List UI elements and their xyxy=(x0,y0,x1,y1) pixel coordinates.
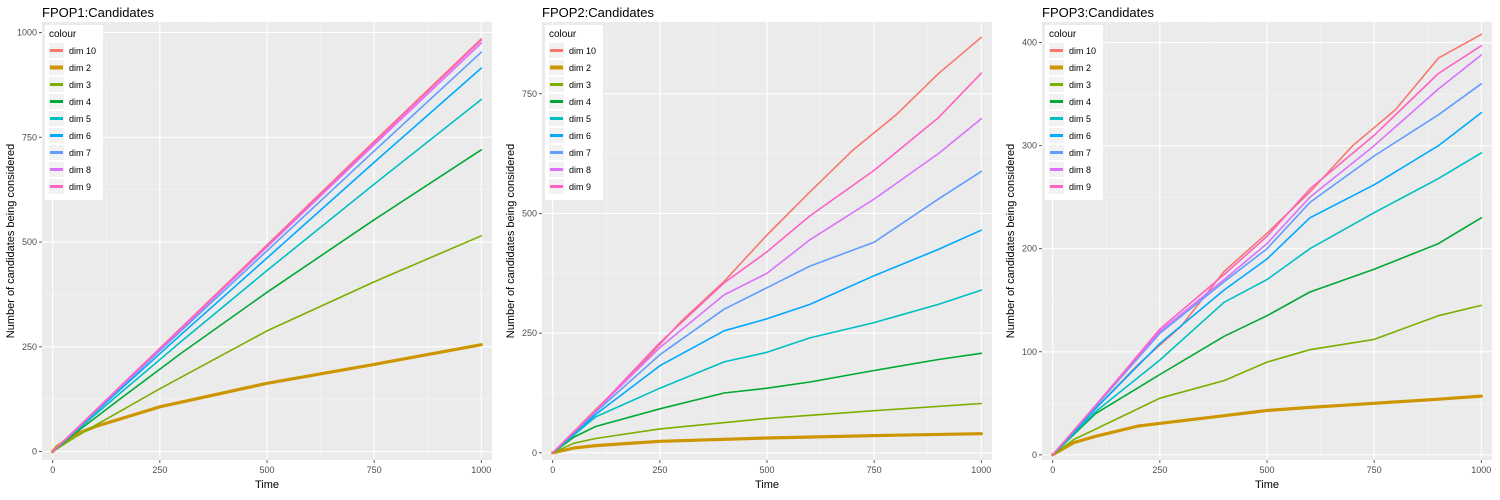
legend-label: dim 7 xyxy=(69,148,91,158)
series-line-dim-2 xyxy=(1051,394,1483,457)
legend-label: dim 8 xyxy=(569,165,591,175)
x-tick-label: 1000 xyxy=(971,465,991,475)
series-line-dim-2 xyxy=(551,432,983,455)
y-tick-label: 0 xyxy=(32,447,37,457)
legend-label: dim 9 xyxy=(569,182,591,192)
legend-label: dim 10 xyxy=(569,46,596,56)
legend-label: dim 5 xyxy=(1069,114,1091,124)
y-tick-label: 250 xyxy=(522,328,537,338)
y-tick-label: 0 xyxy=(532,448,537,458)
series-line-dim-3 xyxy=(1051,304,1483,456)
series-line-dim-7 xyxy=(551,170,983,454)
legend-label: dim 4 xyxy=(569,97,591,107)
legend-label: dim 6 xyxy=(569,131,591,141)
x-tick-label: 250 xyxy=(1152,465,1167,475)
legend-label: dim 8 xyxy=(1069,165,1091,175)
legend-title: colour xyxy=(49,29,77,40)
x-axis-title: Time xyxy=(1255,479,1279,491)
legend-label: dim 6 xyxy=(69,131,91,141)
x-tick-label: 500 xyxy=(1259,465,1274,475)
chart-title: FPOP3:Candidates xyxy=(1042,5,1155,20)
panel-fpop3: FPOP3:Candidates 0 250 500 750 1000 0 100 200 300… xyxy=(1005,5,1492,491)
x-axis-title: Time xyxy=(255,479,279,491)
x-tick-label: 500 xyxy=(259,465,274,475)
y-tick-label: 750 xyxy=(22,132,37,142)
x-tick-label: 1000 xyxy=(1471,465,1491,475)
y-tick-label: 500 xyxy=(522,208,537,218)
series-line-dim-5 xyxy=(1051,152,1483,456)
y-axis-title: Number of candidates being considered xyxy=(5,144,17,338)
x-tick-label: 250 xyxy=(652,465,667,475)
legend-label: dim 9 xyxy=(69,182,91,192)
x-tick-label: 750 xyxy=(367,465,382,475)
legend-title: colour xyxy=(1049,29,1077,40)
x-tick-label: 750 xyxy=(867,465,882,475)
x-tick-label: 1000 xyxy=(471,465,491,475)
legend-label: dim 7 xyxy=(569,148,591,158)
y-tick-label: 100 xyxy=(1022,347,1037,357)
series-line-dim-6 xyxy=(1051,111,1483,456)
x-tick-label: 0 xyxy=(50,465,55,475)
series-line-dim-3 xyxy=(51,235,483,453)
y-tick-label: 250 xyxy=(22,342,37,352)
y-axis-title: Number of candidates being considered xyxy=(1005,144,1017,338)
series-line-dim-6 xyxy=(551,229,983,454)
y-tick-label: 300 xyxy=(1022,141,1037,151)
y-tick-label: 500 xyxy=(22,237,37,247)
x-tick-label: 0 xyxy=(550,465,555,475)
legend-label: dim 10 xyxy=(69,46,96,56)
legend-label: dim 4 xyxy=(1069,97,1091,107)
legend-label: dim 4 xyxy=(69,97,91,107)
x-axis-title: Time xyxy=(755,479,779,491)
series-line-dim-4 xyxy=(51,149,483,453)
series-line-dim-8 xyxy=(551,117,983,454)
legend-label: dim 3 xyxy=(69,80,91,90)
y-tick-label: 750 xyxy=(522,89,537,99)
legend-label: dim 3 xyxy=(569,80,591,90)
x-tick-label: 250 xyxy=(152,465,167,475)
y-tick-label: 0 xyxy=(1032,450,1037,460)
legend-label: dim 5 xyxy=(569,114,591,124)
y-tick-label: 200 xyxy=(1022,244,1037,254)
y-axis-title: Number of candidates being considered xyxy=(505,144,517,338)
series-line-dim-4 xyxy=(1051,217,1483,456)
series-line-dim-5 xyxy=(551,289,983,454)
x-tick-label: 500 xyxy=(759,465,774,475)
legend-label: dim 5 xyxy=(69,114,91,124)
series-line-dim-3 xyxy=(551,402,983,454)
x-tick-label: 0 xyxy=(1050,465,1055,475)
chart-title: FPOP1:Candidates xyxy=(42,5,155,20)
legend-label: dim 2 xyxy=(1069,63,1091,73)
legend-label: dim 2 xyxy=(69,63,91,73)
legend-label: dim 8 xyxy=(69,165,91,175)
legend-label: dim 3 xyxy=(1069,80,1091,90)
series-line-dim-9 xyxy=(1051,44,1483,456)
panel-fpop1: FPOP1:Candidates 0 250 500 750 1000 0 250 500 750… xyxy=(5,5,492,491)
chart-title: FPOP2:Candidates xyxy=(542,5,655,20)
legend-label: dim 10 xyxy=(1069,46,1096,56)
y-tick-label: 1000 xyxy=(17,27,37,37)
legend-label: dim 6 xyxy=(1069,131,1091,141)
legend-label: dim 9 xyxy=(1069,182,1091,192)
legend-label: dim 2 xyxy=(569,63,591,73)
legend-title: colour xyxy=(549,29,577,40)
series-line-dim-9 xyxy=(551,72,983,454)
legend-label: dim 7 xyxy=(1069,148,1091,158)
series-line-dim-9 xyxy=(51,39,483,453)
series-line-dim-4 xyxy=(551,352,983,454)
x-tick-label: 750 xyxy=(1367,465,1382,475)
series-line-dim-7 xyxy=(1051,83,1483,456)
panel-fpop2: FPOP2:Candidates 0 250 500 750 1000 0 250 500 750… xyxy=(505,5,992,491)
y-tick-label: 400 xyxy=(1022,38,1037,48)
